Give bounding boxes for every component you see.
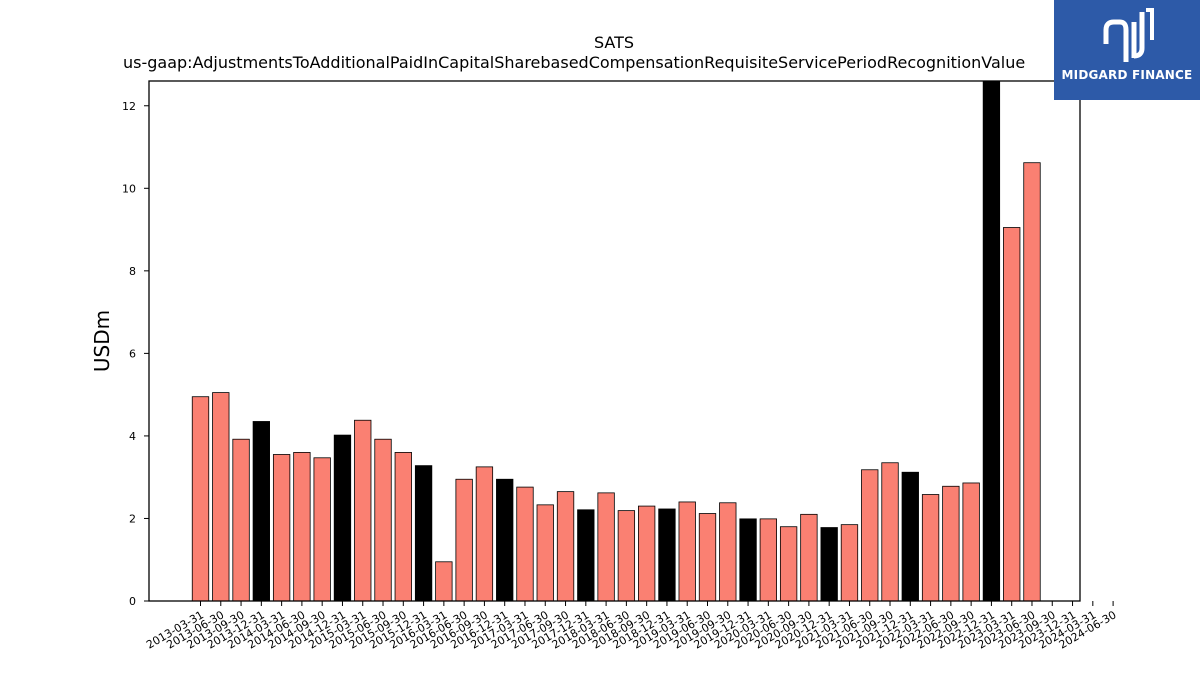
- bar-2013-12-31: [252, 421, 270, 602]
- bar-2017-09-30: [556, 491, 575, 602]
- bar-2014-12-31: [333, 434, 352, 602]
- bar-2016-06-30: [455, 478, 473, 602]
- bar-2017-03-31: [516, 486, 534, 602]
- bar-2021-09-30: [881, 462, 899, 602]
- y-tick-label: 2: [129, 512, 136, 525]
- bar-2022-09-30: [962, 482, 980, 602]
- bar-2015-06-30: [374, 438, 392, 602]
- bar-2018-03-31: [597, 492, 615, 602]
- bar-2019-09-30: [719, 502, 737, 602]
- bar-2020-06-30: [779, 526, 798, 602]
- bar-2022-03-31: [921, 494, 940, 602]
- y-tick-label: 0: [129, 595, 136, 608]
- bar-2017-12-31: [577, 509, 595, 602]
- bar-2015-12-31: [414, 465, 433, 602]
- bar-2021-12-31: [901, 471, 919, 602]
- bars-group: [191, 80, 1041, 602]
- bar-2013-03-31: [191, 396, 210, 602]
- bar-2022-06-30: [942, 485, 960, 602]
- bar-2014-09-30: [313, 457, 331, 602]
- plot-frame: [148, 80, 1081, 602]
- y-tick-label: 8: [129, 265, 136, 278]
- midgard-finance-logo: MIDGARD FINANCE: [1054, 0, 1200, 100]
- y-tick-label: 4: [129, 430, 136, 443]
- bar-2013-09-30: [232, 438, 250, 602]
- bar-2021-06-30: [861, 469, 879, 602]
- x-axis: 2013-03-312013-06-302013-09-302013-12-31…: [144, 601, 1119, 652]
- bar-2016-03-31: [435, 561, 453, 602]
- bar-2013-06-30: [212, 392, 230, 602]
- bar-2020-03-31: [759, 518, 777, 602]
- bar-2014-03-31: [272, 454, 291, 602]
- y-axis: 0 2 4 6 8 10 12: [122, 100, 149, 608]
- bar-2015-03-31: [354, 419, 372, 602]
- bar-2019-12-31: [739, 518, 757, 602]
- bar-2019-06-30: [698, 513, 717, 602]
- bar-2020-12-31: [820, 527, 838, 602]
- y-tick-label: 6: [129, 347, 136, 360]
- bar-2016-12-31: [496, 478, 514, 602]
- bar-2023-06-30: [1023, 162, 1041, 602]
- chart-title: SATS: [594, 33, 634, 52]
- bar-2018-12-31: [658, 508, 676, 602]
- y-axis-label: USDm: [90, 310, 114, 372]
- bar-2017-06-30: [536, 504, 554, 602]
- bar-2022-12-31: [982, 80, 1001, 602]
- bar-2021-03-31: [840, 524, 859, 602]
- bar-2023-03-31: [1003, 227, 1021, 602]
- bar-2015-09-30: [394, 452, 412, 602]
- chart-subtitle: us-gaap:AdjustmentsToAdditionalPaidInCap…: [123, 53, 1025, 72]
- y-tick-label: 10: [122, 182, 136, 195]
- bar-2016-09-30: [475, 466, 494, 602]
- y-tick-label: 12: [122, 100, 136, 113]
- bar-2018-06-30: [617, 510, 636, 602]
- logo-mark-icon: [1103, 8, 1154, 62]
- bar-2014-06-30: [293, 452, 311, 602]
- bar-2020-09-30: [800, 513, 818, 602]
- bar-2019-03-31: [678, 501, 696, 602]
- bar-2018-09-30: [638, 505, 656, 602]
- logo-text: MIDGARD FINANCE: [1061, 68, 1193, 82]
